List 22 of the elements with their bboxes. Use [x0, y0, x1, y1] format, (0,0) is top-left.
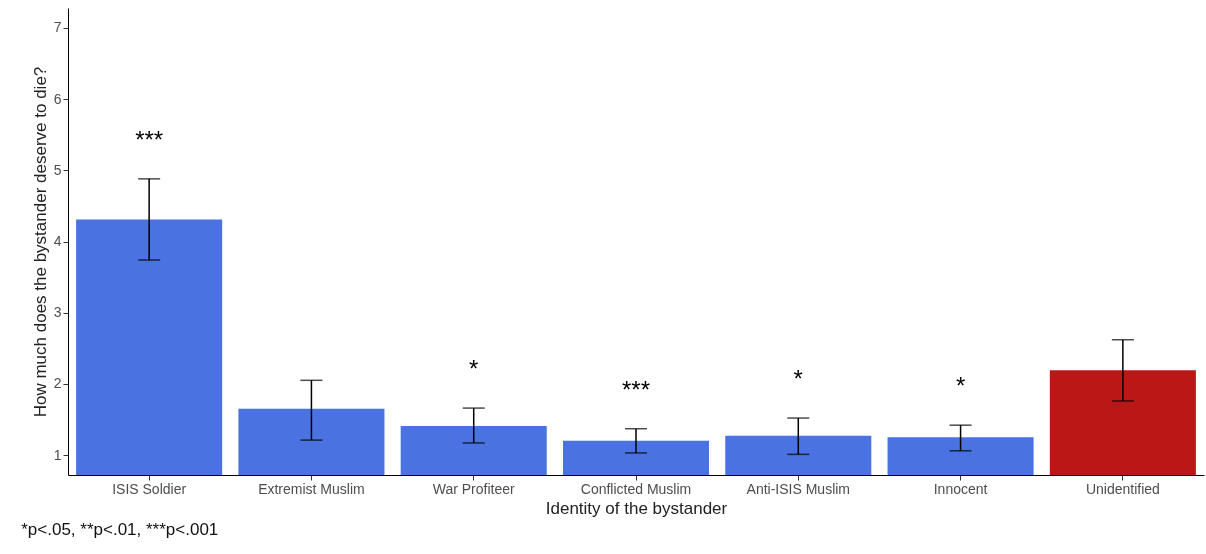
- y-tick-label: 3: [53, 304, 62, 321]
- y-axis-title: How much does the bystander deserve to die?: [30, 66, 50, 418]
- x-tick-label: ISIS Soldier: [112, 480, 187, 497]
- text: *p<.05, **p<.01, ***p<.001: [21, 520, 219, 539]
- x-tick-label: War Profiteer: [432, 480, 516, 497]
- y-tick-label: 4: [53, 233, 62, 249]
- data-label: ***: [621, 375, 651, 403]
- data-label: *: [469, 355, 479, 383]
- x-tick-label: Extremist Muslim: [258, 480, 365, 497]
- data-label: ***: [135, 125, 164, 153]
- x-tick-label: Innocent: [933, 480, 988, 497]
- y-tick-label: 6: [53, 90, 62, 107]
- x-tick-label: Conflicted Muslim: [580, 480, 692, 497]
- y-tick-label: 7: [53, 19, 62, 36]
- x-tick-label: Anti-ISIS Muslim: [746, 480, 851, 497]
- y-tick-label: 5: [53, 161, 62, 178]
- x-tick-label: Unidentified: [1085, 480, 1160, 497]
- data-label: *: [793, 365, 803, 393]
- x-axis-title: Identity of the bystander: [545, 498, 728, 518]
- y-tick-label: 1: [53, 446, 62, 463]
- data-label: *: [955, 372, 966, 400]
- y-tick-label: 2: [53, 375, 62, 392]
